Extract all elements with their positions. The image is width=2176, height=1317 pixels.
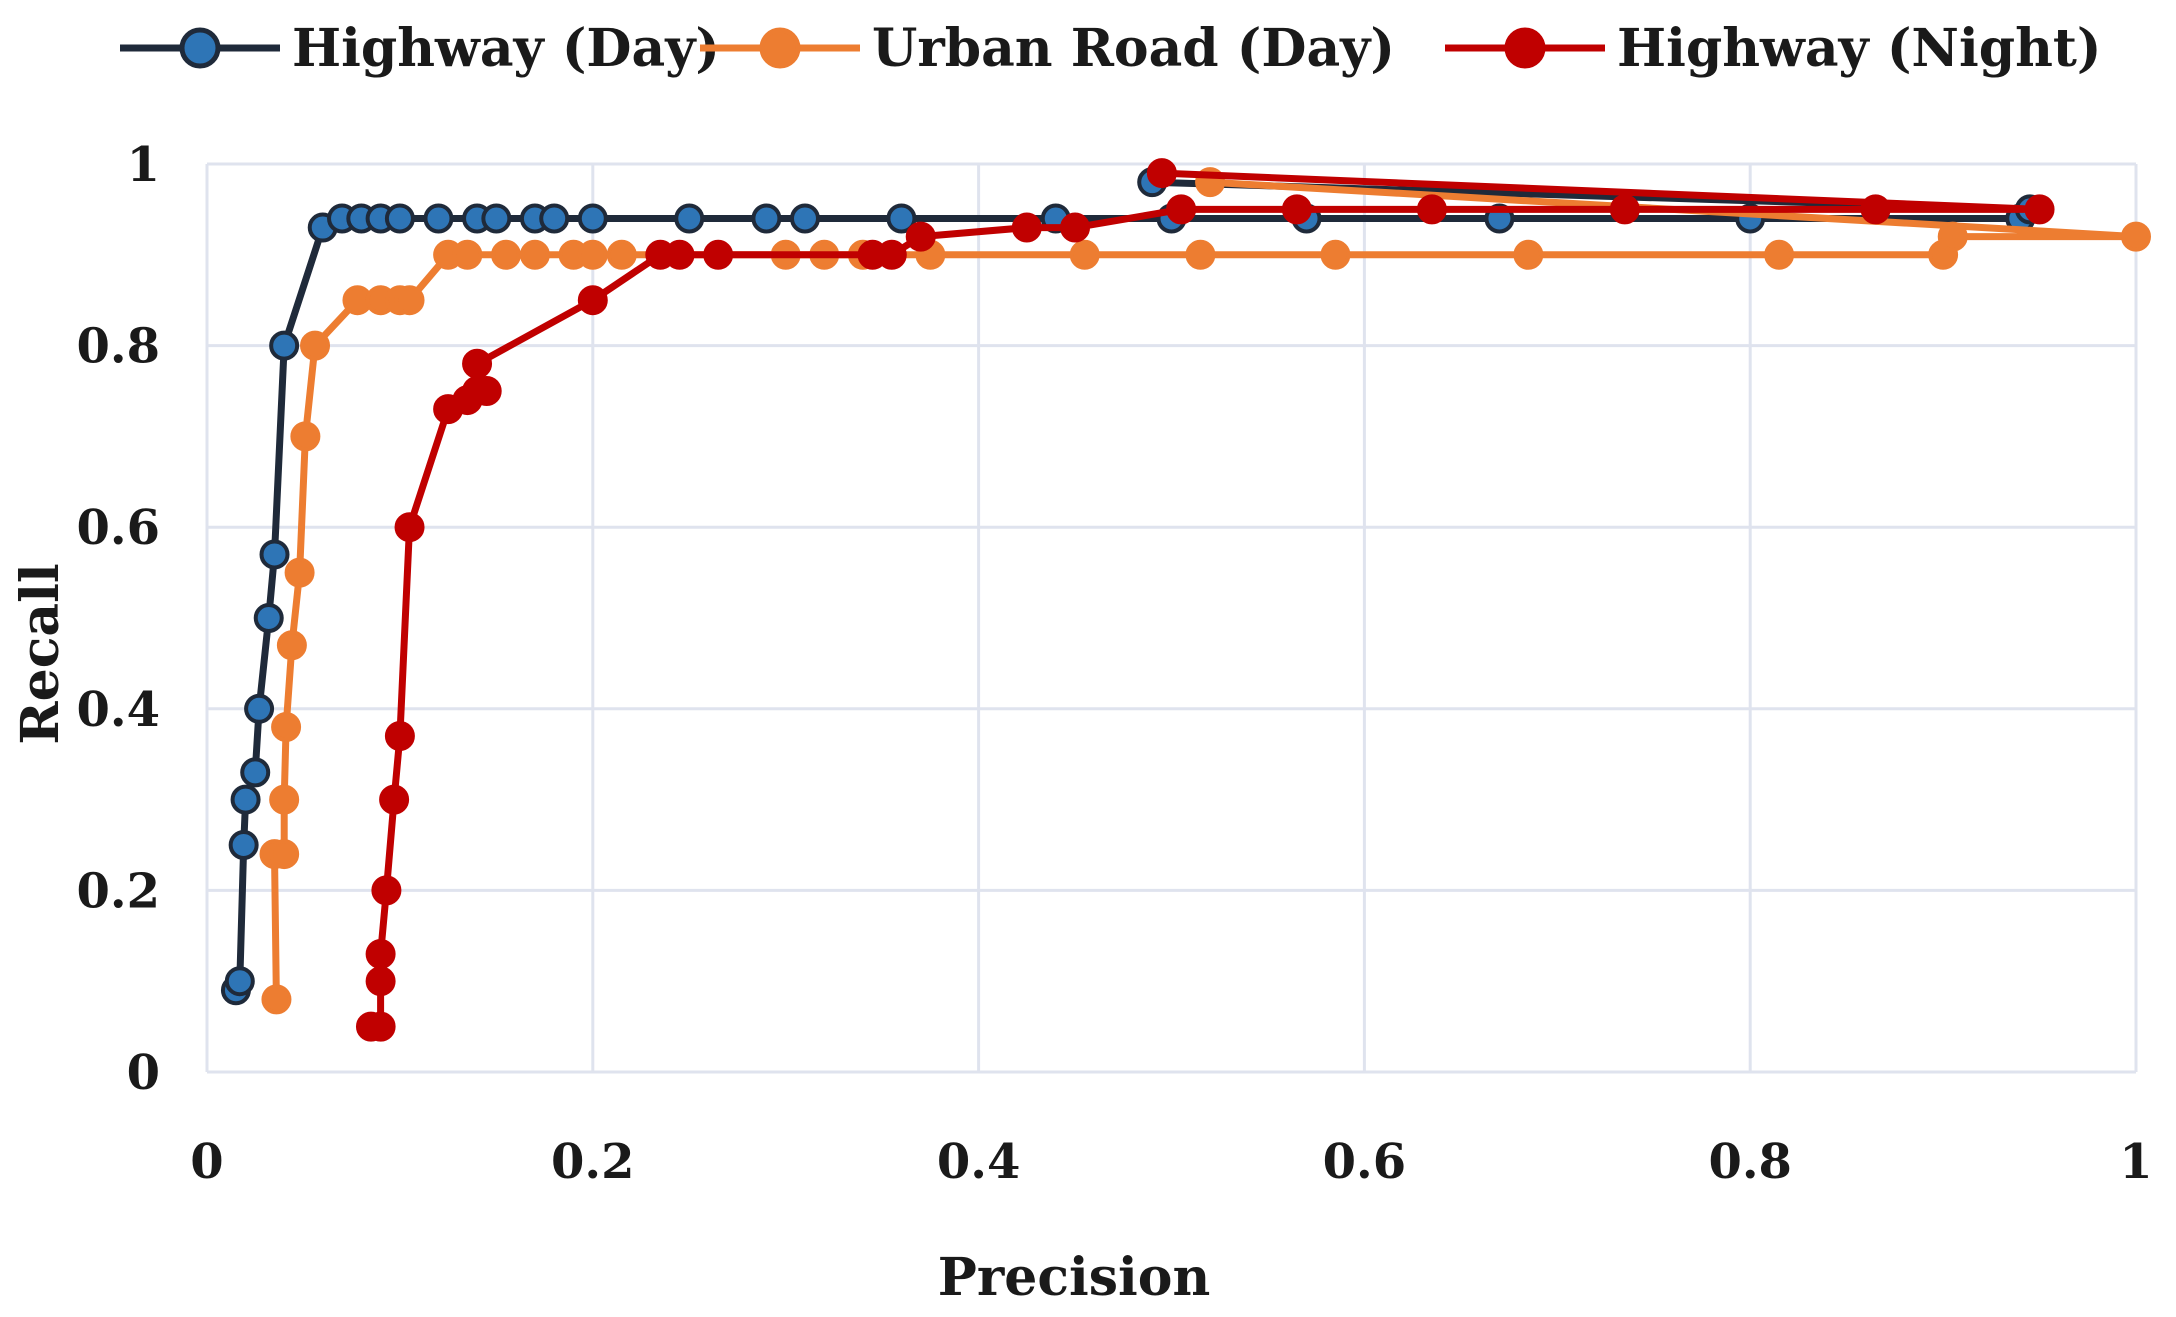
data-point — [259, 539, 290, 570]
data-point — [423, 203, 454, 234]
data-point — [876, 239, 907, 270]
data-point — [519, 239, 550, 270]
x-tick-label: 1 — [2119, 1134, 2152, 1190]
data-point — [2024, 194, 2055, 225]
data-point — [462, 348, 493, 379]
data-point — [789, 203, 820, 234]
data-point — [244, 693, 275, 724]
series-line — [367, 169, 2043, 1031]
legend-item: Highway (Day) — [120, 18, 720, 79]
data-point — [365, 1011, 396, 1042]
data-point — [290, 421, 321, 452]
legend-label: Urban Road (Day) — [872, 18, 1395, 79]
data-point — [577, 285, 608, 316]
data-point — [703, 239, 734, 270]
data-point — [452, 239, 483, 270]
data-point — [1860, 194, 1891, 225]
data-point — [1011, 212, 1042, 243]
legend-label: Highway (Day) — [292, 18, 720, 79]
tick-labels: 0 0.2 0.4 0.6 0.8 1 0 0.2 0.4 0.6 0.8 1 — [76, 137, 2152, 1190]
data-point — [606, 239, 637, 270]
y-tick-label: 0.2 — [76, 863, 160, 919]
series-layer — [220, 158, 2151, 1042]
series-highway-day — [220, 167, 2045, 1006]
legend-item: Urban Road (Day) — [700, 18, 1395, 79]
data-point — [481, 203, 512, 234]
data-point — [271, 711, 302, 742]
legend-marker — [1504, 27, 1546, 69]
data-point — [1166, 194, 1197, 225]
data-point — [674, 203, 705, 234]
data-point — [394, 285, 425, 316]
data-point — [230, 784, 261, 815]
data-point — [577, 203, 608, 234]
x-tick-label: 0 — [190, 1134, 223, 1190]
y-tick-label: 0.4 — [76, 682, 160, 738]
data-point — [300, 330, 331, 361]
data-point — [269, 839, 300, 870]
data-point — [2121, 221, 2151, 252]
data-point — [1185, 239, 1216, 270]
data-point — [394, 512, 425, 543]
y-axis-title: Recall — [10, 563, 71, 744]
data-point — [1513, 239, 1544, 270]
data-point — [261, 984, 292, 1015]
data-point — [1281, 194, 1312, 225]
data-point — [751, 203, 782, 234]
legend-marker — [759, 27, 801, 69]
legend-item: Highway (Night) — [1445, 18, 2102, 79]
data-point — [577, 239, 608, 270]
data-point — [1937, 221, 1968, 252]
x-tick-label: 0.6 — [1323, 1134, 1407, 1190]
series-urban-road-day — [259, 167, 2151, 1015]
data-point — [1416, 194, 1447, 225]
data-point — [384, 721, 415, 752]
data-point — [664, 239, 695, 270]
x-axis-title: Precision — [938, 1247, 1211, 1308]
data-point — [365, 966, 396, 997]
y-tick-label: 0.6 — [76, 500, 160, 556]
legend-label: Highway (Night) — [1617, 18, 2102, 79]
data-point — [1146, 158, 1177, 189]
series-line — [232, 178, 2034, 994]
data-point — [539, 203, 570, 234]
grid — [205, 162, 2138, 1074]
data-point — [1764, 239, 1795, 270]
data-point — [1060, 212, 1091, 243]
data-point — [365, 938, 396, 969]
data-point — [490, 239, 521, 270]
data-point — [1609, 194, 1640, 225]
data-point — [269, 330, 300, 361]
data-point — [224, 966, 255, 997]
data-point — [371, 875, 402, 906]
data-point — [886, 203, 917, 234]
data-point — [1320, 239, 1351, 270]
data-point — [240, 757, 271, 788]
data-point — [253, 603, 284, 633]
data-point — [379, 784, 410, 815]
data-point — [384, 203, 415, 234]
y-tick-label: 0 — [127, 1045, 160, 1101]
y-tick-label: 1 — [127, 137, 160, 193]
data-point — [1069, 239, 1100, 270]
data-point — [276, 630, 307, 661]
series-line — [271, 178, 2140, 1003]
x-tick-label: 0.8 — [1708, 1134, 1792, 1190]
data-point — [471, 376, 502, 406]
legend: Highway (Day) Urban Road (Day) Highway (Ni… — [120, 18, 2102, 79]
data-point — [269, 784, 300, 815]
data-point — [228, 830, 259, 860]
legend-marker — [179, 27, 221, 69]
data-point — [284, 557, 315, 588]
data-point — [905, 221, 936, 252]
x-tick-label: 0.4 — [937, 1134, 1021, 1190]
y-tick-label: 0.8 — [76, 319, 160, 375]
x-tick-label: 0.2 — [551, 1134, 635, 1190]
series-highway-night — [355, 158, 2055, 1042]
